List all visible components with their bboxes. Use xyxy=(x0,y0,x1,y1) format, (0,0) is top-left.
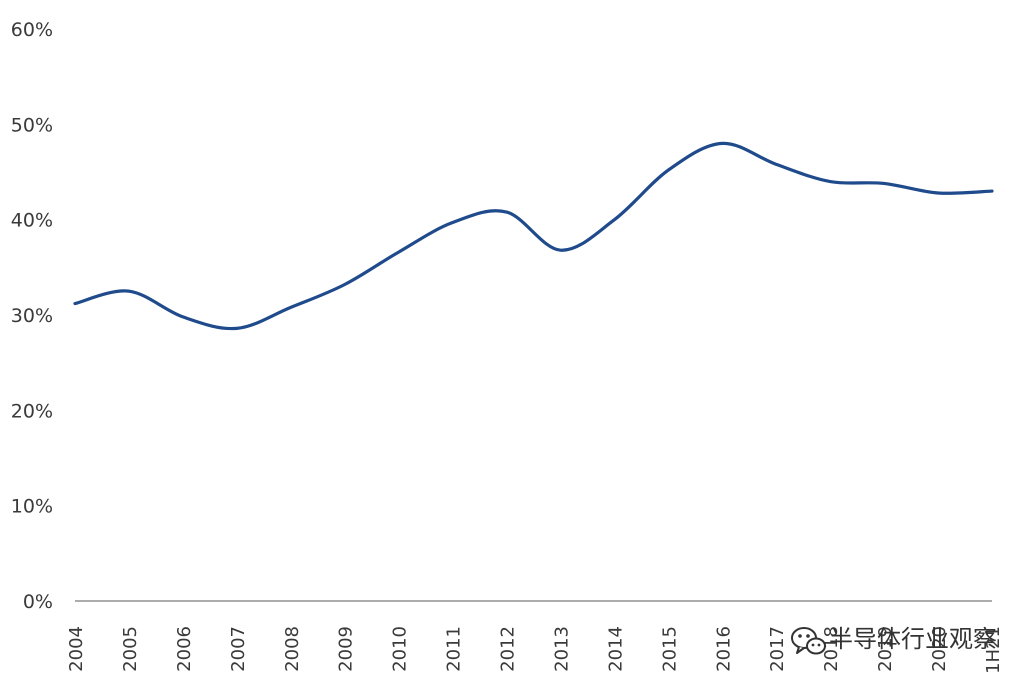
x-tick-label: 2009 xyxy=(336,626,357,672)
series-line xyxy=(73,141,994,331)
x-tick-label: 2013 xyxy=(551,626,572,672)
x-tick-label: 2012 xyxy=(498,626,519,672)
x-tick-label: 2018 xyxy=(821,626,842,672)
watermark-text: 半导体行业观察 xyxy=(829,625,997,653)
x-tick-label: 2007 xyxy=(228,626,249,672)
x-axis-labels: 2004 2005 2006 2007 2008 2009 2010 2011 2012 2013… xyxy=(66,626,1004,674)
x-tick-label: 2004 xyxy=(66,626,87,672)
x-tick-label: 2014 xyxy=(605,626,626,672)
x-tick-label: 2011 xyxy=(444,626,465,672)
wechat-icon xyxy=(791,627,826,655)
y-tick-label: 50% xyxy=(11,114,53,136)
x-tick-label: 2010 xyxy=(390,626,411,672)
y-tick-label: 40% xyxy=(11,210,53,232)
y-axis-labels: 0% 10% 20% 30% 40% 50% 60% xyxy=(11,19,53,613)
y-tick-label: 60% xyxy=(11,19,53,41)
y-tick-label: 0% xyxy=(23,591,53,613)
y-tick-label: 30% xyxy=(11,305,53,327)
y-tick-label: 10% xyxy=(11,496,53,518)
x-tick-label: 2020 xyxy=(929,626,950,672)
x-tick-label: 2019 xyxy=(875,626,896,672)
x-tick-label: 2006 xyxy=(174,626,195,672)
x-tick-label: 2008 xyxy=(282,626,303,672)
watermark: 半导体行业观察 xyxy=(791,625,997,655)
x-tick-label: 2005 xyxy=(120,626,141,672)
y-tick-label: 20% xyxy=(11,400,53,422)
x-tick-label: 2015 xyxy=(659,626,680,672)
x-tick-label: 1H21 xyxy=(983,626,1004,674)
x-tick-label: 2016 xyxy=(713,626,734,672)
x-tick-label: 2017 xyxy=(767,626,788,672)
